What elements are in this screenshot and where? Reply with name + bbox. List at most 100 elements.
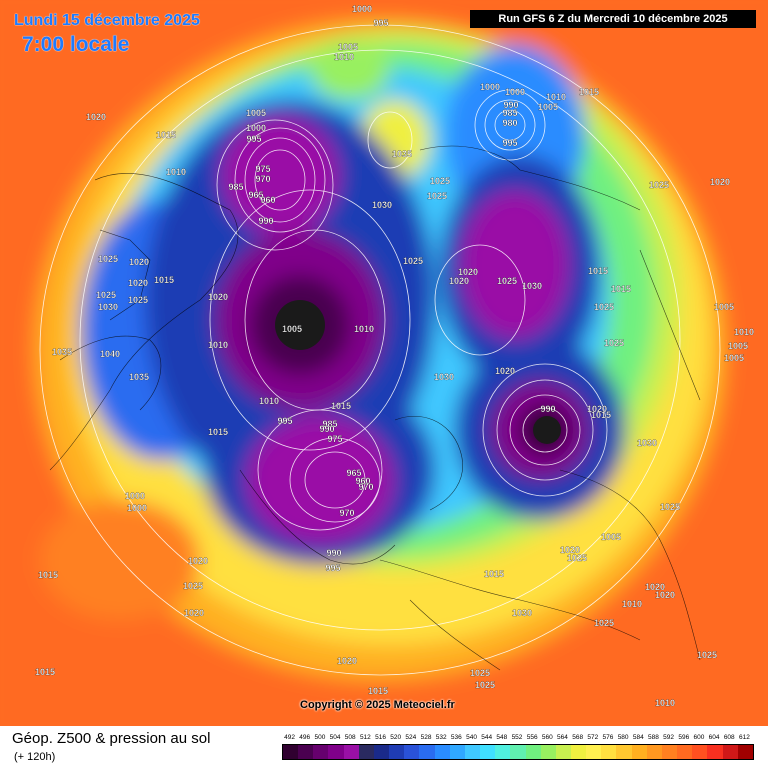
isobar-label: 1020 <box>495 366 515 376</box>
isobar-label: 995 <box>277 416 292 426</box>
scale-label: 540 <box>466 734 477 741</box>
isobar-label: 1025 <box>567 553 587 563</box>
color-scale-labels: 492 496 500 504 508 512 516 520 524 528 532 536 540 5… <box>282 734 752 744</box>
run-banner: Run GFS 6 Z du Mercredi 10 décembre 2025 <box>470 10 756 28</box>
isobar-label: 1025 <box>497 276 517 286</box>
isobar-label: 1015 <box>38 570 58 580</box>
scale-swatch <box>419 745 435 759</box>
isobar-label: 1020 <box>449 276 469 286</box>
scale-label: 504 <box>329 734 341 741</box>
isobar-label: 995 <box>325 563 340 573</box>
scale-label: 608 <box>723 734 735 741</box>
scale-label: 528 <box>420 734 432 741</box>
isobar-label: 1005 <box>724 353 744 363</box>
isobar-label: 1020 <box>86 112 106 122</box>
isobar-label: 1035 <box>129 372 149 382</box>
scale-label: 584 <box>632 734 644 741</box>
isobar-label: 1005 <box>728 341 748 351</box>
isobar-label: 1025 <box>475 680 495 690</box>
scale-swatch <box>343 745 359 759</box>
isobar-label: 1025 <box>660 502 680 512</box>
isobar-label: 1025 <box>594 618 614 628</box>
isobar-label: 1005 <box>282 324 302 334</box>
scale-swatch <box>328 745 344 759</box>
isobar-label: 990 <box>540 404 555 414</box>
isobar-label: 1025 <box>98 254 118 264</box>
isobar-label: 970 <box>358 482 373 492</box>
scale-swatch <box>737 745 753 759</box>
isobar-label: 1010 <box>622 599 642 609</box>
isobar-label: 1000 <box>125 491 145 501</box>
scale-label: 496 <box>299 734 311 741</box>
copyright: Copyright © 2025 Meteociel.fr <box>300 699 455 711</box>
isobar-label: 1030 <box>434 372 454 382</box>
scale-swatch <box>283 745 299 759</box>
isobar-label: 980 <box>502 118 517 128</box>
isobar-label: 965 <box>346 468 361 478</box>
isobar-label: 960 <box>355 476 370 486</box>
isobar-label: 990 <box>319 424 334 434</box>
isobar-label: 1020 <box>128 278 148 288</box>
scale-label: 552 <box>511 734 523 741</box>
isobar-label: 1015 <box>591 410 611 420</box>
isobar-label: 1020 <box>458 267 478 277</box>
scale-label: 596 <box>678 734 690 741</box>
isobar-label: 1015 <box>156 130 176 140</box>
isobar-label: 1020 <box>710 177 730 187</box>
isobar-label: 1015 <box>331 401 351 411</box>
scale-swatch <box>540 745 556 759</box>
isobar-label: 1010 <box>166 167 186 177</box>
isobar-label: 995 <box>246 134 261 144</box>
isobar-label: 1035 <box>52 347 72 357</box>
isobar-label: 1000 <box>505 87 525 97</box>
isobar-label: 1025 <box>470 668 490 678</box>
isobar-label: 990 <box>503 100 518 110</box>
scale-swatch <box>707 745 723 759</box>
isobar-label: 1030 <box>512 608 532 618</box>
scale-label: 612 <box>738 734 750 741</box>
isobar-label: 970 <box>339 508 354 518</box>
isobar-label: 1020 <box>645 582 665 592</box>
scale-swatch <box>480 745 496 759</box>
isobar-label: 985 <box>502 108 517 118</box>
scale-label: 508 <box>344 734 356 741</box>
scale-label: 572 <box>587 734 599 741</box>
scale-label: 604 <box>708 734 720 741</box>
isobar-label: 1020 <box>560 545 580 555</box>
forecast-date: Lundi 15 décembre 2025 <box>14 12 200 29</box>
scale-swatch <box>661 745 678 759</box>
isobar-label: 1015 <box>208 427 228 437</box>
isobar-label: 1015 <box>611 284 631 294</box>
scale-label: 544 <box>481 734 493 741</box>
isobar-label: 1005 <box>338 42 358 52</box>
scale-swatch <box>510 745 526 759</box>
isobar-label: 1030 <box>522 281 542 291</box>
scale-swatch <box>555 745 571 759</box>
isobar-label: 1000 <box>246 123 266 133</box>
isobar-label: 1010 <box>655 698 675 708</box>
isobar-label: 1035 <box>392 149 412 159</box>
isobar-label: 960 <box>260 195 275 205</box>
isobar-label: 1005 <box>601 532 621 542</box>
isobar-label: 1010 <box>354 324 374 334</box>
scale-label: 532 <box>435 734 447 741</box>
color-scale-bar <box>282 744 754 760</box>
isobar-label: 1005 <box>538 102 558 112</box>
scale-swatch <box>298 745 314 759</box>
isobar-label: 975 <box>327 434 342 444</box>
isobar-label: 1015 <box>484 569 504 579</box>
scale-swatch <box>722 745 738 759</box>
isobar-label: 1015 <box>368 686 388 696</box>
scale-label: 576 <box>602 734 614 741</box>
scale-swatch <box>692 745 708 759</box>
scale-label: 600 <box>693 734 705 741</box>
scale-swatch <box>646 745 662 759</box>
scale-swatch <box>389 745 405 759</box>
scale-swatch <box>404 745 420 759</box>
forecast-time: 7:00 locale <box>22 33 130 56</box>
scale-label: 556 <box>526 734 538 741</box>
isobar-label: 1015 <box>579 87 599 97</box>
scale-label: 500 <box>314 734 326 741</box>
isobar-label: 1030 <box>372 200 392 210</box>
